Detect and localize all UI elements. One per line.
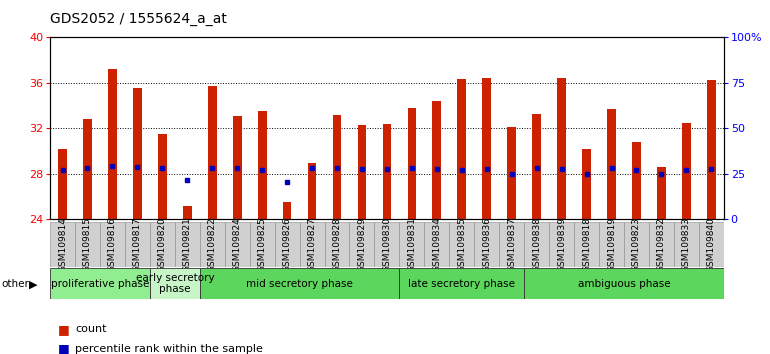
FancyBboxPatch shape	[199, 222, 225, 267]
Text: ■: ■	[58, 323, 69, 336]
Bar	[208, 86, 216, 219]
FancyBboxPatch shape	[50, 268, 150, 299]
FancyBboxPatch shape	[125, 222, 150, 267]
Bar	[258, 111, 266, 219]
Text: GSM109834: GSM109834	[432, 217, 441, 272]
Text: ambiguous phase: ambiguous phase	[578, 279, 671, 289]
Text: GSM109825: GSM109825	[258, 217, 266, 272]
FancyBboxPatch shape	[424, 222, 450, 267]
Bar	[433, 101, 441, 219]
Bar	[133, 88, 142, 219]
FancyBboxPatch shape	[400, 268, 524, 299]
Text: late secretory phase: late secretory phase	[408, 279, 515, 289]
FancyBboxPatch shape	[374, 222, 400, 267]
FancyBboxPatch shape	[674, 222, 699, 267]
Bar	[482, 78, 491, 219]
Bar	[707, 80, 715, 219]
Bar	[383, 124, 391, 219]
FancyBboxPatch shape	[524, 222, 549, 267]
Text: early secretory
phase: early secretory phase	[136, 273, 214, 295]
FancyBboxPatch shape	[699, 222, 724, 267]
Text: GSM109822: GSM109822	[208, 217, 216, 272]
Bar	[682, 122, 691, 219]
FancyBboxPatch shape	[524, 268, 724, 299]
FancyBboxPatch shape	[624, 222, 649, 267]
Text: GSM109837: GSM109837	[507, 217, 516, 272]
Bar	[333, 115, 341, 219]
Text: GSM109836: GSM109836	[482, 217, 491, 272]
Text: GSM109823: GSM109823	[632, 217, 641, 272]
Bar	[83, 119, 92, 219]
Text: GSM109830: GSM109830	[383, 217, 391, 272]
Bar	[233, 116, 242, 219]
Bar	[407, 108, 417, 219]
FancyBboxPatch shape	[150, 222, 175, 267]
FancyBboxPatch shape	[225, 222, 249, 267]
FancyBboxPatch shape	[175, 222, 199, 267]
FancyBboxPatch shape	[400, 222, 424, 267]
Text: GSM109840: GSM109840	[707, 217, 716, 272]
FancyBboxPatch shape	[150, 268, 199, 299]
Text: GSM109821: GSM109821	[182, 217, 192, 272]
Text: GSM109839: GSM109839	[557, 217, 566, 272]
Bar	[582, 149, 591, 219]
Text: GSM109833: GSM109833	[682, 217, 691, 272]
Text: GSM109815: GSM109815	[83, 217, 92, 272]
Text: GSM109818: GSM109818	[582, 217, 591, 272]
FancyBboxPatch shape	[275, 222, 300, 267]
FancyBboxPatch shape	[574, 222, 599, 267]
Bar	[507, 127, 516, 219]
Bar	[632, 142, 641, 219]
Bar	[283, 202, 292, 219]
FancyBboxPatch shape	[499, 222, 524, 267]
Text: GSM109816: GSM109816	[108, 217, 117, 272]
FancyBboxPatch shape	[75, 222, 100, 267]
Text: GSM109828: GSM109828	[333, 217, 342, 272]
Text: other: other	[2, 279, 29, 289]
Text: mid secretory phase: mid secretory phase	[246, 279, 353, 289]
Bar	[308, 162, 316, 219]
Bar	[657, 167, 666, 219]
Text: GSM109832: GSM109832	[657, 217, 666, 272]
Text: percentile rank within the sample: percentile rank within the sample	[75, 344, 263, 354]
FancyBboxPatch shape	[50, 222, 75, 267]
Text: ▶: ▶	[29, 279, 38, 289]
Text: ■: ■	[58, 342, 69, 354]
Bar	[607, 109, 616, 219]
Bar	[59, 149, 67, 219]
Text: GSM109829: GSM109829	[357, 217, 367, 272]
FancyBboxPatch shape	[474, 222, 499, 267]
Bar	[183, 206, 192, 219]
Text: GSM109814: GSM109814	[58, 217, 67, 272]
Bar	[557, 78, 566, 219]
Bar	[532, 114, 541, 219]
Text: count: count	[75, 324, 107, 334]
FancyBboxPatch shape	[199, 268, 400, 299]
FancyBboxPatch shape	[599, 222, 624, 267]
Bar	[457, 79, 466, 219]
FancyBboxPatch shape	[324, 222, 350, 267]
Bar	[357, 125, 367, 219]
Text: GSM109824: GSM109824	[233, 217, 242, 272]
FancyBboxPatch shape	[549, 222, 574, 267]
Text: GSM109826: GSM109826	[283, 217, 292, 272]
Bar	[158, 134, 167, 219]
Text: GSM109835: GSM109835	[457, 217, 467, 272]
FancyBboxPatch shape	[350, 222, 374, 267]
Text: GDS2052 / 1555624_a_at: GDS2052 / 1555624_a_at	[50, 12, 227, 27]
FancyBboxPatch shape	[649, 222, 674, 267]
FancyBboxPatch shape	[300, 222, 324, 267]
Bar	[108, 69, 117, 219]
Text: GSM109819: GSM109819	[607, 217, 616, 272]
Text: GSM109820: GSM109820	[158, 217, 167, 272]
Text: GSM109831: GSM109831	[407, 217, 417, 272]
FancyBboxPatch shape	[249, 222, 275, 267]
FancyBboxPatch shape	[100, 222, 125, 267]
Text: GSM109827: GSM109827	[307, 217, 316, 272]
FancyBboxPatch shape	[450, 222, 474, 267]
Text: GSM109817: GSM109817	[133, 217, 142, 272]
Text: GSM109838: GSM109838	[532, 217, 541, 272]
Text: proliferative phase: proliferative phase	[51, 279, 149, 289]
